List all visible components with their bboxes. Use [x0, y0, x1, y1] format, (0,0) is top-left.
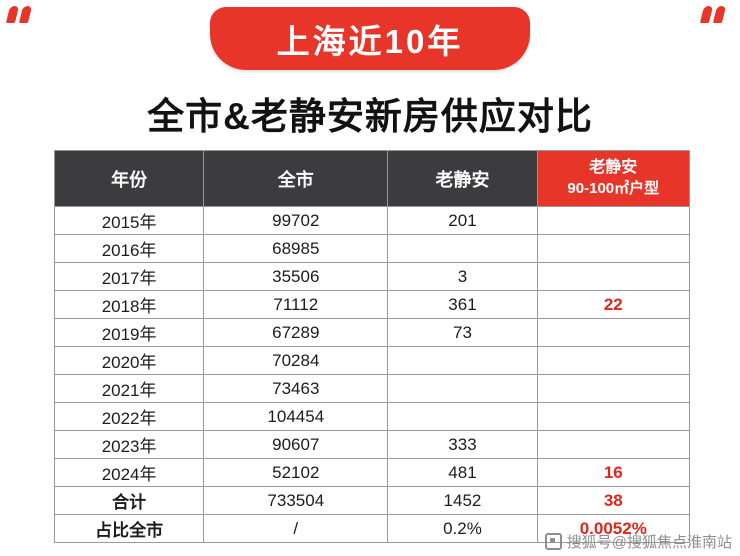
table-row: 2024年 52102 481 16	[53, 458, 691, 487]
table-cell: 67289	[203, 318, 389, 347]
watermark-text: 搜狐号@搜狐焦点淮南站	[566, 534, 732, 551]
table-cell: 733504	[203, 486, 389, 515]
table-cell: 35506	[203, 262, 389, 291]
table-cell	[387, 346, 538, 375]
page-title: 全市&老静安新房供应对比	[147, 96, 593, 137]
table-cell: 0.2%	[387, 514, 538, 543]
table-cell	[387, 234, 538, 263]
table-cell	[536, 430, 691, 459]
supply-table: 年份 全市 老静安 老静安 90-100㎡户型 2015年 99702 201 201…	[53, 150, 691, 543]
table-cell: 481	[387, 458, 538, 487]
table-cell: 2015年	[53, 206, 205, 235]
table-cell: 361	[387, 290, 538, 319]
table-row: 占比全市/0.2% 0.0052%	[53, 514, 691, 543]
table-cell: 70284	[203, 346, 389, 375]
table-cell: 2022年	[53, 402, 205, 431]
watermark: 搜狐号@搜狐焦点淮南站	[544, 531, 732, 552]
table-cell: 73463	[203, 374, 389, 403]
table-cell: 1452	[387, 486, 538, 515]
table-cell: 104454	[203, 402, 389, 431]
table-cell	[536, 206, 691, 235]
table-cell	[536, 374, 691, 403]
table-row: 2017年 35506 3	[53, 262, 691, 291]
table-cell	[536, 346, 691, 375]
corner-quote-icon-left	[5, 6, 38, 26]
table-cell: 2024年	[53, 458, 205, 487]
table-cell: 68985	[203, 234, 389, 263]
table-cell: 2021年	[53, 374, 205, 403]
table-cell: 16	[536, 458, 691, 487]
table-row: 2021年 73463	[53, 374, 691, 403]
table-cell: 52102	[203, 458, 389, 487]
table-cell: 0.0052%	[536, 514, 691, 543]
table-cell: 2016年	[53, 234, 205, 263]
title-ribbon: 上海近10年	[210, 7, 530, 70]
table-cell	[536, 318, 691, 347]
table-row: 2018年 71112 361 22	[53, 290, 691, 319]
table-row: 2019年 67289 73	[53, 318, 691, 347]
table-cell: 2020年	[53, 346, 205, 375]
table-cell: /	[203, 514, 389, 543]
sohu-logo-icon	[544, 533, 562, 550]
table-cell: 占比全市	[53, 514, 205, 543]
table-row: 2015年 99702 201	[53, 206, 691, 235]
table-cell: 合计	[53, 486, 205, 515]
table-cell	[536, 262, 691, 291]
table-cell: 2018年	[53, 290, 205, 319]
table-cell: 99702	[203, 206, 389, 235]
table-cell	[536, 234, 691, 263]
column-header-jingan-90-100: 老静安 90-100㎡户型	[536, 150, 691, 207]
table-cell: 22	[536, 290, 691, 319]
table-cell: 73	[387, 318, 538, 347]
table-cell	[387, 374, 538, 403]
table-header-row: 年份 全市 老静安 老静安 90-100㎡户型	[53, 150, 691, 207]
ribbon-label: 上海近10年	[276, 22, 464, 60]
table-row: 合计 733504 1452 38	[53, 486, 691, 515]
table-row: 2016年 68985	[53, 234, 691, 263]
table-cell: 201	[387, 206, 538, 235]
column-header-year: 年份	[53, 150, 205, 207]
column-header-jingan: 老静安	[387, 150, 538, 207]
column-header-line1: 老静安	[589, 159, 638, 177]
table-cell: 71112	[203, 290, 389, 319]
table-cell: 2019年	[53, 318, 205, 347]
column-header-line2: 90-100㎡户型	[567, 180, 660, 198]
table-row: 2022年 104454	[53, 402, 691, 431]
table-row: 2020年 70284	[53, 346, 691, 375]
column-header-city: 全市	[203, 150, 389, 207]
table-cell: 3	[387, 262, 538, 291]
table-cell: 90607	[203, 430, 389, 459]
table-cell	[387, 402, 538, 431]
table-cell	[536, 402, 691, 431]
table-cell: 38	[536, 486, 691, 515]
table-row: 2023年 90607 333	[53, 430, 691, 459]
table-cell: 2017年	[53, 262, 205, 291]
table-cell: 333	[387, 430, 538, 459]
corner-quote-icon-right	[699, 6, 732, 26]
table-cell: 2023年	[53, 430, 205, 459]
